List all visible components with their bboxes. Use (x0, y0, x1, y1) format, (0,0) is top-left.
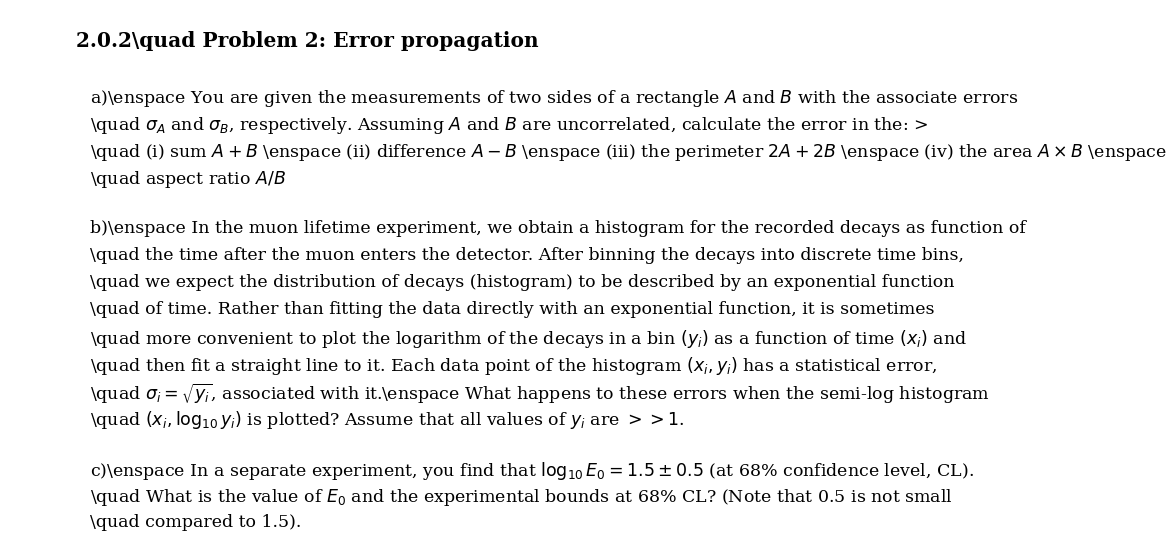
Text: \quad compared to 1.5).: \quad compared to 1.5). (90, 514, 302, 531)
Text: c)\enspace In a separate experiment, you find that $\log_{10} E_0 = 1.5 \pm 0.5$: c)\enspace In a separate experiment, you… (90, 460, 975, 482)
Text: \quad we expect the distribution of decays (histogram) to be described by an exp: \quad we expect the distribution of deca… (90, 274, 955, 291)
Text: \quad aspect ratio $A/B$: \quad aspect ratio $A/B$ (90, 169, 287, 190)
Text: \quad of time. Rather than fitting the data directly with an exponential functio: \quad of time. Rather than fitting the d… (90, 301, 935, 318)
Text: \quad then fit a straight line to it. Each data point of the histogram $(x_i, y_: \quad then fit a straight line to it. Ea… (90, 355, 937, 377)
Text: b)\enspace In the muon lifetime experiment, we obtain a histogram for the record: b)\enspace In the muon lifetime experime… (90, 220, 1026, 236)
Text: \quad (i) sum $A+B$ \enspace (ii) difference $A-B$ \enspace (iii) the perimeter : \quad (i) sum $A+B$ \enspace (ii) differ… (90, 142, 1170, 163)
Text: \quad $(x_i, \log_{10} y_i)$ is plotted? Assume that all values of $y_i$ are $>>: \quad $(x_i, \log_{10} y_i)$ is plotted?… (90, 409, 684, 431)
Text: 2.0.2\quad Problem 2: Error propagation: 2.0.2\quad Problem 2: Error propagation (76, 31, 539, 51)
Text: \quad $\sigma_A$ and $\sigma_B$, respectively. Assuming $A$ and $B$ are uncorrel: \quad $\sigma_A$ and $\sigma_B$, respect… (90, 115, 929, 136)
Text: a)\enspace You are given the measurements of two sides of a rectangle $A$ and $B: a)\enspace You are given the measurement… (90, 88, 1019, 109)
Text: \quad What is the value of $E_0$ and the experimental bounds at 68% CL? (Note th: \quad What is the value of $E_0$ and the… (90, 487, 954, 508)
Text: \quad the time after the muon enters the detector. After binning the decays into: \quad the time after the muon enters the… (90, 246, 964, 264)
Text: \quad $\sigma_i = \sqrt{y_i}$, associated with it.\enspace What happens to these: \quad $\sigma_i = \sqrt{y_i}$, associate… (90, 382, 990, 406)
Text: \quad more convenient to plot the logarithm of the decays in a bin $(y_i)$ as a : \quad more convenient to plot the logari… (90, 328, 968, 350)
